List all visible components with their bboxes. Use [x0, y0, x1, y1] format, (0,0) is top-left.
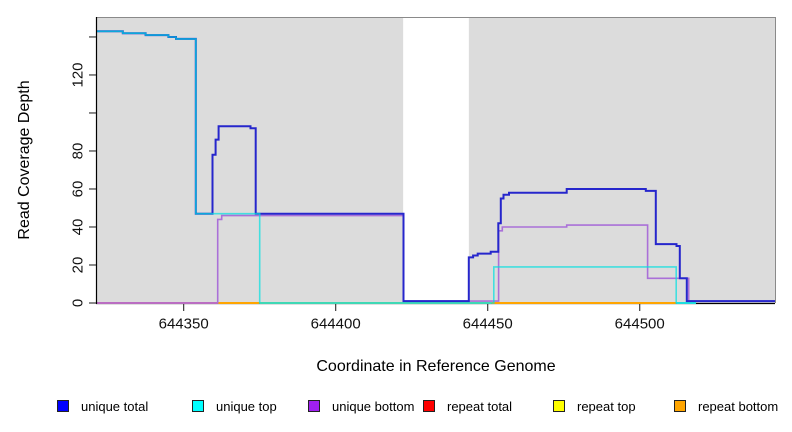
- x-axis-title: Coordinate in Reference Genome: [316, 358, 556, 375]
- legend-swatch-icon: [674, 400, 686, 412]
- x-tick-label: 644450: [462, 315, 513, 333]
- legend-label: unique top: [216, 398, 277, 414]
- legend-label: repeat total: [447, 398, 513, 414]
- series-line-unique-bottom: [97, 214, 775, 304]
- y-tick-label: 0: [69, 298, 87, 308]
- y-tick-label: 20: [69, 256, 87, 274]
- legend-item-repeat-top: repeat top: [553, 398, 636, 414]
- legend-item-repeat-total: repeat total: [423, 398, 513, 414]
- y-tick-label: 80: [69, 142, 87, 160]
- legend-swatch-icon: [192, 400, 204, 412]
- legend-swatch-icon: [553, 400, 565, 412]
- legend-item-unique-total: unique total: [57, 398, 149, 414]
- y-tick-label: 120: [69, 62, 87, 88]
- legend-swatch-icon: [57, 400, 69, 412]
- legend-item-unique-bottom: unique bottom: [308, 398, 415, 414]
- y-axis-title: Read Coverage Depth: [16, 80, 33, 240]
- y-tick-label: 60: [69, 180, 87, 198]
- y-tick-label: 40: [69, 218, 87, 236]
- legend-label: repeat top: [577, 398, 636, 414]
- legend-swatch-icon: [308, 400, 320, 412]
- legend-item-unique-top: unique top: [192, 398, 277, 414]
- legend-swatch-icon: [423, 400, 435, 412]
- x-tick-label: 644350: [158, 315, 209, 333]
- legend-label: unique bottom: [332, 398, 415, 414]
- series-line-unique-top: [97, 30, 696, 304]
- x-tick-label: 644400: [310, 315, 361, 333]
- coverage-gap-region: [403, 17, 469, 303]
- x-tick-label: 644500: [614, 315, 665, 333]
- legend-label: unique total: [81, 398, 149, 414]
- legend-item-repeat-bottom: repeat bottom: [674, 398, 779, 414]
- legend-label: repeat bottom: [698, 398, 779, 414]
